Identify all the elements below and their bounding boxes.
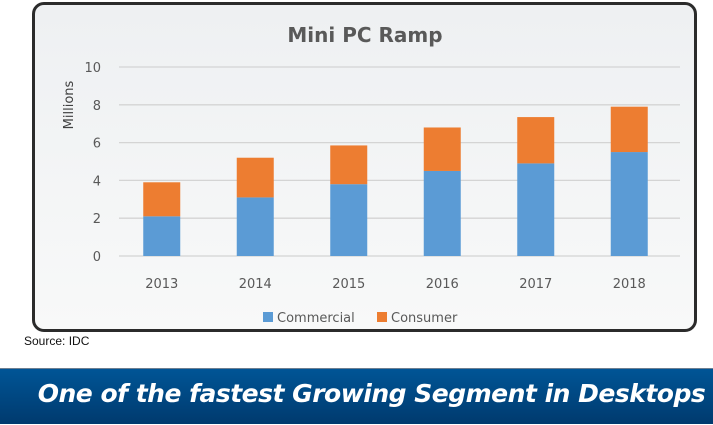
stacked-bar-chart: Mini PC Ramp Millions 0 2 4 6 8 10 2013 2014 20… [62, 23, 680, 326]
legend-label-commercial: Commercial [277, 311, 355, 326]
x-tick-label: 2018 [613, 277, 646, 292]
legend-swatch-commercial [263, 312, 273, 322]
bar-consumer-2017 [517, 117, 555, 164]
x-tick-label: 2014 [239, 277, 272, 292]
tagline-text: One of the fastest Growing Segment in De… [37, 379, 706, 408]
bar-commercial-2014 [236, 197, 274, 256]
y-axis-label: Millions [62, 80, 77, 129]
x-tick-label: 2016 [426, 277, 459, 292]
y-tick-label: 4 [93, 174, 101, 189]
y-tick-label: 8 [93, 99, 101, 114]
bar-consumer-2016 [423, 127, 461, 171]
source-note: Source: IDC [24, 334, 90, 348]
bar-commercial-2016 [423, 170, 461, 256]
x-tick-label: 2013 [145, 277, 178, 292]
chart-frame: Mini PC Ramp Millions 0 2 4 6 8 10 2013 2014 20… [32, 2, 697, 332]
bar-consumer-2014 [236, 157, 274, 198]
y-tick-label: 2 [93, 212, 101, 227]
legend-label-consumer: Consumer [391, 311, 458, 326]
x-tick-label: 2017 [519, 277, 552, 292]
y-tick-label: 10 [84, 61, 101, 76]
y-tick-label: 0 [93, 250, 101, 265]
y-tick-label: 6 [93, 137, 101, 152]
bar-commercial-2013 [143, 216, 181, 256]
bar-commercial-2018 [610, 152, 648, 256]
bar-commercial-2017 [517, 163, 555, 256]
bar-consumer-2015 [330, 145, 368, 185]
tagline-banner: One of the fastest Growing Segment in De… [0, 368, 713, 424]
bar-consumer-2018 [610, 106, 648, 153]
legend-swatch-consumer [377, 312, 387, 322]
bar-consumer-2013 [143, 182, 181, 217]
bar-commercial-2015 [330, 184, 368, 256]
chart-title: Mini PC Ramp [287, 23, 442, 47]
x-tick-label: 2015 [332, 277, 365, 292]
